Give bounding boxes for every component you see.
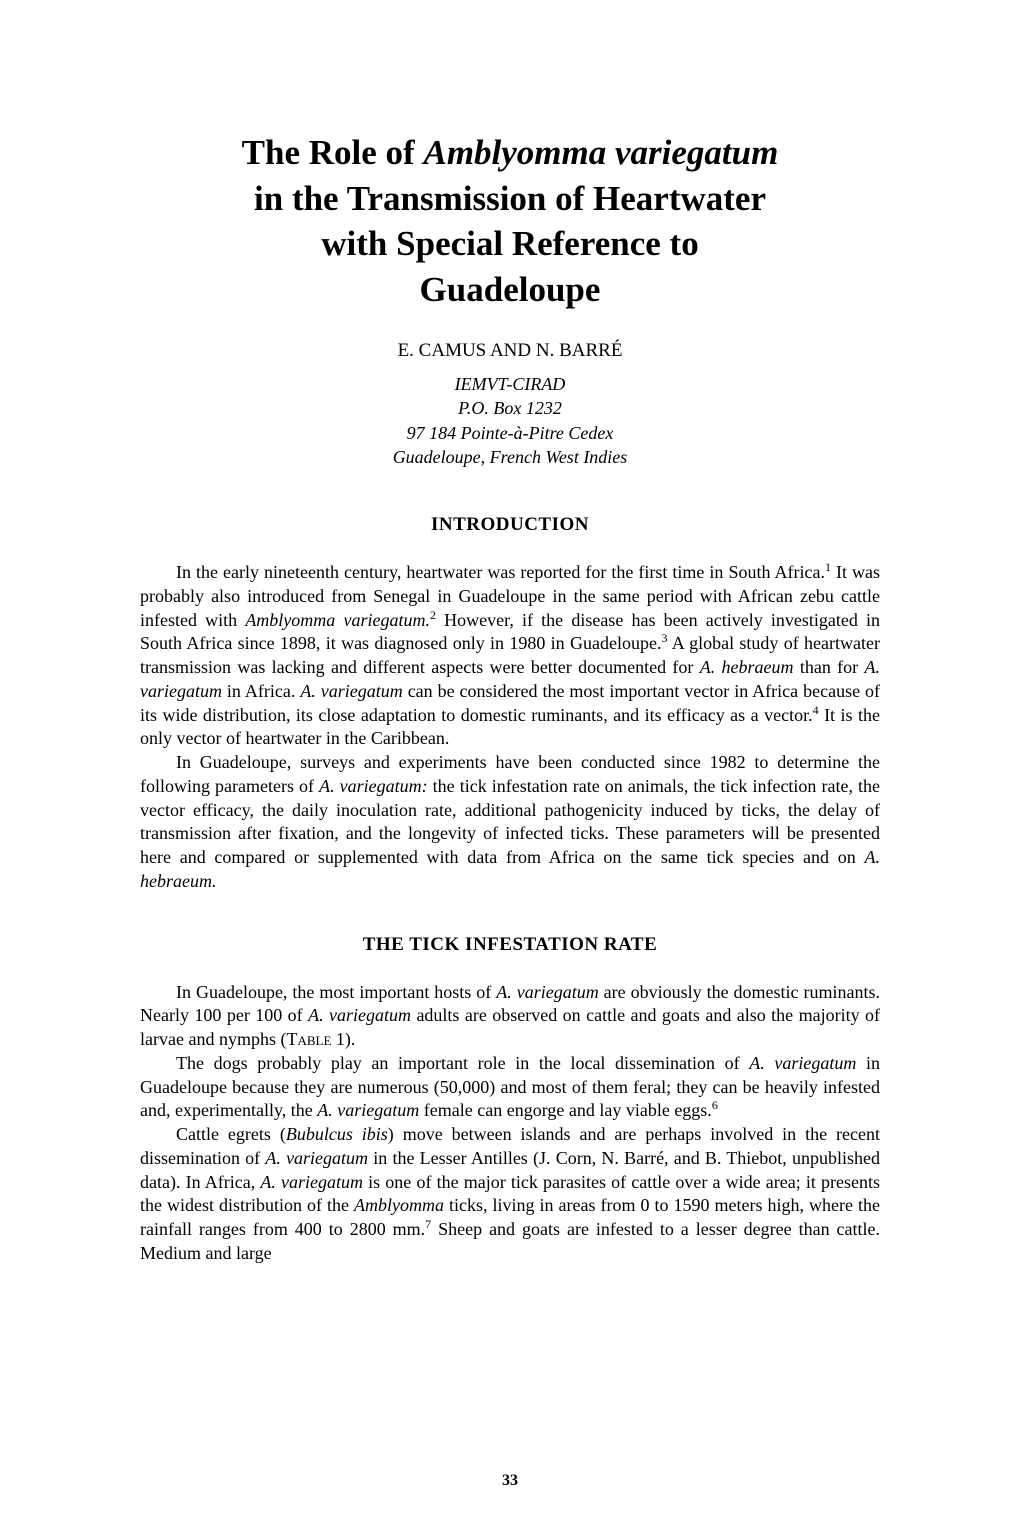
- title-text-1: The Role of: [242, 133, 424, 172]
- title-text-3: with Special Reference to: [321, 224, 698, 263]
- text: The dogs probably play an important role…: [176, 1053, 749, 1073]
- text: in Africa.: [222, 681, 300, 701]
- species-name: A. variegatum: [265, 1148, 368, 1168]
- citation-sup: 6: [712, 1098, 718, 1112]
- species-name: Amblyomma: [354, 1195, 444, 1215]
- text: In Guadeloupe, the most important hosts …: [176, 982, 496, 1002]
- text: than for: [794, 657, 865, 677]
- table-ref: Table: [286, 1029, 331, 1049]
- tick-paragraph-3: Cattle egrets (Bubulcus ibis) move betwe…: [140, 1123, 880, 1266]
- species-name: A. variegatum: [317, 1100, 419, 1120]
- species-name: A. variegatum:: [319, 776, 428, 796]
- authors: E. CAMUS AND N. BARRÉ: [140, 340, 880, 362]
- affil-line-1: IEMVT-CIRAD: [455, 374, 566, 394]
- title-text-4: Guadeloupe: [420, 270, 601, 309]
- species-name: Bubulcus ibis: [286, 1124, 388, 1144]
- species-name: A. hebraeum: [700, 657, 794, 677]
- species-name: A. variegatum: [300, 681, 402, 701]
- species-name: A. variegatum: [496, 982, 598, 1002]
- affil-line-2: P.O. Box 1232: [458, 398, 562, 418]
- text: 1).: [331, 1029, 355, 1049]
- section-heading-tick-infestation: THE TICK INFESTATION RATE: [140, 934, 880, 956]
- species-name: Amblyomma variegatum.: [245, 610, 430, 630]
- text: Cattle egrets (: [176, 1124, 286, 1144]
- intro-paragraph-2: In Guadeloupe, surveys and experiments h…: [140, 751, 880, 894]
- species-name: A. variegatum: [260, 1172, 363, 1192]
- tick-paragraph-2: The dogs probably play an important role…: [140, 1052, 880, 1123]
- section-heading-introduction: INTRODUCTION: [140, 514, 880, 536]
- article-title: The Role of Amblyomma variegatum in the …: [140, 130, 880, 312]
- title-species: Amblyomma variegatum: [423, 133, 778, 172]
- title-text-2: in the Transmission of Heartwater: [254, 179, 766, 218]
- affiliation: IEMVT-CIRAD P.O. Box 1232 97 184 Pointe-…: [140, 372, 880, 469]
- intro-paragraph-1: In the early nineteenth century, heartwa…: [140, 561, 880, 751]
- species-name: A. variegatum: [308, 1005, 411, 1025]
- species-name: A. variegatum: [749, 1053, 856, 1073]
- affil-line-4: Guadeloupe, French West Indies: [393, 447, 628, 467]
- tick-paragraph-1: In Guadeloupe, the most important hosts …: [140, 981, 880, 1052]
- page: The Role of Amblyomma variegatum in the …: [0, 0, 1020, 1530]
- text: female can engorge and lay viable eggs.: [419, 1100, 712, 1120]
- page-number: 33: [0, 1472, 1020, 1490]
- affil-line-3: 97 184 Pointe-à-Pitre Cedex: [407, 423, 614, 443]
- text: In the early nineteenth century, heartwa…: [176, 562, 825, 582]
